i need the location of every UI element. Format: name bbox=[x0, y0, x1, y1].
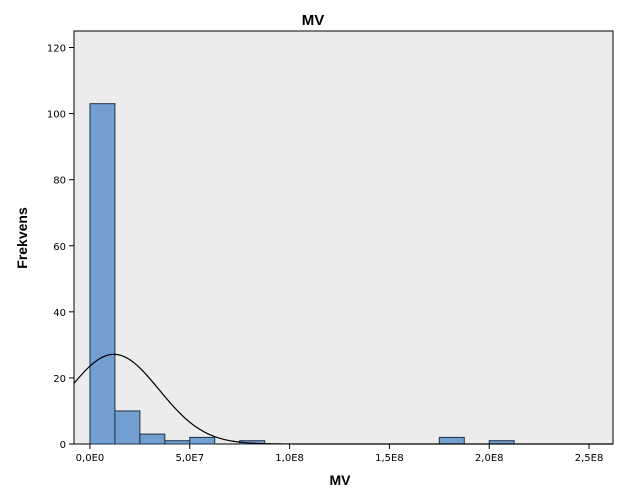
normal-curve bbox=[73, 353, 613, 445]
x-tick-label: 0,0E0 bbox=[76, 453, 105, 464]
x-axis: 0,0E0 5,0E7 1,0E8 1,5E8 2,0E8 2,5E8 bbox=[76, 444, 604, 464]
y-tick-label: 40 bbox=[53, 308, 66, 319]
plot-area bbox=[73, 30, 614, 445]
x-tick-label: 1,5E8 bbox=[375, 453, 404, 464]
bars-group bbox=[89, 103, 515, 445]
y-tick-label: 120 bbox=[47, 44, 66, 55]
y-tick-label: 20 bbox=[53, 374, 66, 385]
y-tick-label: 100 bbox=[47, 110, 66, 121]
y-tick-label: 0 bbox=[60, 440, 66, 451]
histogram-bar bbox=[438, 436, 465, 445]
histogram-bar bbox=[114, 410, 141, 445]
x-axis-label: MV bbox=[330, 472, 352, 488]
x-tick-label: 1,0E8 bbox=[275, 453, 304, 464]
histogram-bar bbox=[139, 433, 166, 445]
y-tick-label: 80 bbox=[53, 176, 66, 187]
y-tick-label: 60 bbox=[53, 242, 66, 253]
x-tick-label: 5,0E7 bbox=[175, 453, 204, 464]
histogram-bar bbox=[89, 103, 116, 445]
histogram-bar bbox=[189, 436, 216, 445]
x-tick-label: 2,5E8 bbox=[575, 453, 604, 464]
y-axis: 0 20 40 60 80 100 120 bbox=[47, 44, 74, 451]
x-tick-label: 2,0E8 bbox=[475, 453, 504, 464]
chart-title: MV bbox=[302, 12, 325, 29]
y-axis-label: Frekvens bbox=[14, 207, 30, 269]
histogram-bar bbox=[164, 440, 191, 445]
